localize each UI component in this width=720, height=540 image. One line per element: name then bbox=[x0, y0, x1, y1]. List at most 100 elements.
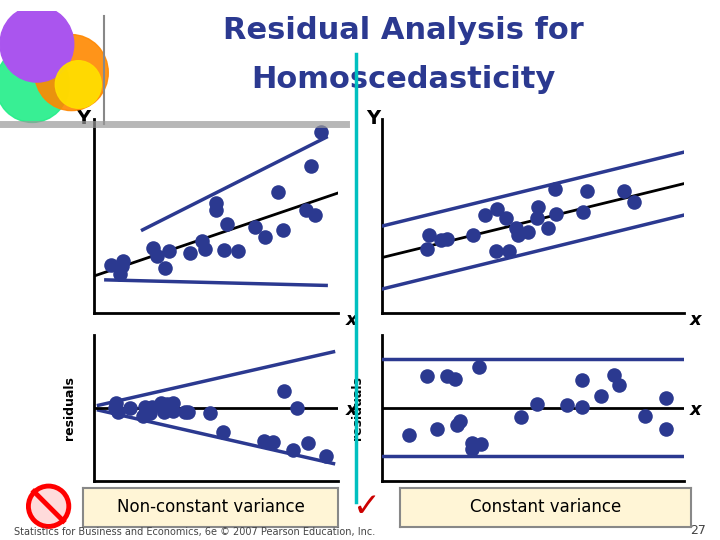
Point bbox=[137, 411, 148, 420]
Text: Constant variance: Constant variance bbox=[469, 498, 621, 516]
Point bbox=[219, 246, 230, 254]
Text: ✓: ✓ bbox=[354, 490, 381, 523]
Point bbox=[291, 403, 302, 412]
Text: x: x bbox=[346, 311, 357, 329]
Point bbox=[117, 256, 128, 265]
Point bbox=[491, 205, 503, 213]
Point bbox=[531, 214, 543, 222]
Point bbox=[403, 431, 415, 440]
Circle shape bbox=[35, 35, 108, 111]
Point bbox=[184, 248, 196, 257]
Point bbox=[199, 245, 211, 254]
Text: 27: 27 bbox=[690, 524, 706, 537]
Point bbox=[503, 246, 514, 255]
Point bbox=[480, 211, 491, 220]
Point bbox=[114, 270, 126, 279]
Point bbox=[628, 198, 639, 206]
Point bbox=[581, 186, 593, 195]
Point bbox=[562, 401, 573, 409]
Point bbox=[576, 403, 588, 411]
Point bbox=[217, 428, 228, 436]
Point bbox=[300, 206, 312, 215]
Point bbox=[233, 247, 244, 256]
Point bbox=[431, 425, 443, 434]
Point bbox=[150, 252, 162, 261]
Point bbox=[305, 162, 317, 171]
Text: x: x bbox=[690, 401, 702, 419]
Circle shape bbox=[0, 46, 69, 123]
Point bbox=[109, 403, 120, 412]
Text: Y: Y bbox=[76, 109, 91, 128]
Point bbox=[549, 185, 561, 194]
Text: Statistics for Business and Economics, 6e © 2007 Pearson Education, Inc.: Statistics for Business and Economics, 6… bbox=[14, 527, 376, 537]
Point bbox=[310, 211, 321, 220]
Point bbox=[268, 437, 279, 446]
Point bbox=[577, 208, 589, 217]
Point bbox=[542, 224, 554, 233]
Point bbox=[272, 187, 284, 196]
Point bbox=[221, 219, 233, 228]
Point bbox=[522, 227, 534, 236]
Point bbox=[660, 393, 672, 402]
Point bbox=[613, 381, 625, 389]
Point bbox=[146, 402, 158, 411]
Text: Y: Y bbox=[366, 109, 381, 128]
Point bbox=[210, 199, 222, 207]
Point bbox=[320, 452, 332, 461]
Point bbox=[259, 233, 271, 241]
Point bbox=[168, 406, 179, 415]
Circle shape bbox=[55, 60, 102, 108]
Point bbox=[451, 420, 463, 429]
Point bbox=[577, 376, 588, 384]
Point bbox=[180, 407, 192, 416]
Point bbox=[163, 247, 175, 255]
Point bbox=[421, 372, 433, 380]
Point bbox=[618, 186, 630, 195]
Text: residuals: residuals bbox=[351, 376, 364, 440]
Point bbox=[140, 402, 151, 411]
Point bbox=[510, 224, 521, 232]
Text: x: x bbox=[346, 401, 357, 419]
Point bbox=[435, 236, 446, 245]
Point bbox=[258, 437, 270, 445]
Point bbox=[144, 408, 156, 417]
Point bbox=[550, 210, 562, 218]
Point bbox=[167, 399, 179, 407]
Point bbox=[454, 417, 466, 426]
Circle shape bbox=[0, 6, 73, 82]
Point bbox=[287, 446, 299, 454]
Point bbox=[475, 440, 487, 449]
Point bbox=[531, 400, 543, 408]
Point bbox=[116, 262, 127, 271]
Text: x: x bbox=[690, 311, 702, 329]
Point bbox=[441, 234, 453, 243]
Point bbox=[277, 226, 289, 234]
Point bbox=[147, 244, 158, 253]
Point bbox=[513, 231, 524, 239]
Point bbox=[467, 438, 478, 447]
Point bbox=[608, 371, 619, 380]
Text: residuals: residuals bbox=[63, 376, 76, 440]
Point bbox=[210, 205, 222, 214]
Point bbox=[204, 408, 216, 417]
Point bbox=[441, 372, 453, 381]
Point bbox=[106, 260, 117, 269]
Point bbox=[422, 245, 433, 253]
Text: Non-constant variance: Non-constant variance bbox=[117, 498, 305, 516]
Text: Residual Analysis for: Residual Analysis for bbox=[222, 16, 584, 45]
Point bbox=[159, 264, 171, 272]
Point bbox=[423, 231, 434, 239]
Point bbox=[533, 202, 544, 211]
Point bbox=[449, 375, 461, 384]
Circle shape bbox=[28, 486, 69, 526]
Text: Homoscedasticity: Homoscedasticity bbox=[251, 65, 555, 94]
Point bbox=[639, 411, 651, 420]
Point bbox=[155, 399, 166, 407]
Point bbox=[161, 400, 172, 408]
Point bbox=[467, 231, 478, 239]
Point bbox=[302, 438, 314, 447]
Point bbox=[490, 247, 502, 256]
Point bbox=[158, 408, 170, 416]
Point bbox=[278, 387, 289, 395]
Point bbox=[197, 237, 208, 245]
